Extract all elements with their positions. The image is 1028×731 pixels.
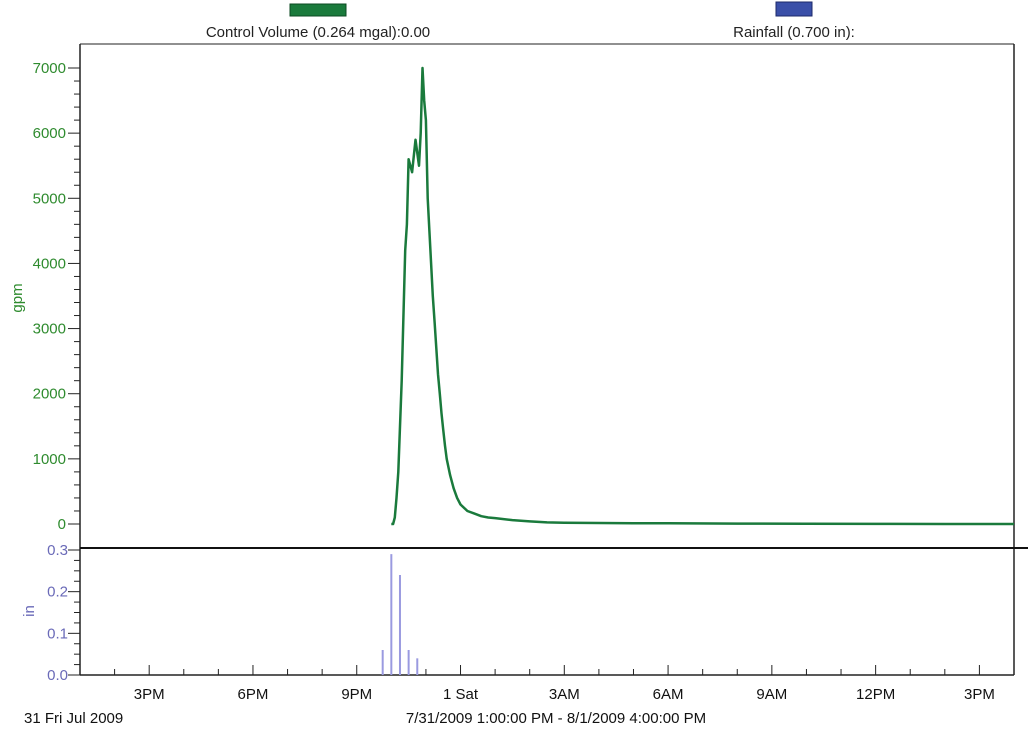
- time-tick-label: 1 Sat: [443, 686, 479, 703]
- start-date-label: 31 Fri Jul 2009: [24, 710, 123, 727]
- rainfall-tick-label: 0.1: [47, 625, 68, 642]
- rainfall-tick-label: 0.3: [47, 542, 68, 559]
- time-tick-label: 3PM: [134, 686, 165, 703]
- legend: Control Volume (0.264 mgal):0.00 Rainfal…: [206, 1, 855, 41]
- y-axis-title-flow: gpm: [9, 283, 26, 312]
- time-tick-label: 12PM: [856, 686, 895, 703]
- flow-tick-label: 6000: [33, 125, 66, 142]
- flow-tick-label: 5000: [33, 190, 66, 207]
- control-volume-flow-line: [391, 66, 1014, 526]
- legend-swatch-rainfall: [775, 1, 813, 17]
- rainfall-y-axis-ticks: 0.0 0.1 0.2 0.3: [47, 542, 80, 684]
- rainfall-tick-label: 0.2: [47, 584, 68, 601]
- rainfall-tick-label: 0.0: [47, 667, 68, 684]
- time-tick-label: 3AM: [549, 686, 580, 703]
- time-tick-label: 9AM: [756, 686, 787, 703]
- time-tick-label: 6AM: [653, 686, 684, 703]
- plot-frame: [79, 43, 1028, 676]
- legend-label-rainfall: Rainfall (0.700 in):: [733, 24, 855, 41]
- flow-tick-label: 0: [58, 516, 66, 533]
- y-axis-title-rainfall: in: [21, 605, 38, 617]
- time-tick-label: 6PM: [238, 686, 269, 703]
- flow-tick-label: 3000: [33, 321, 66, 338]
- time-x-axis-ticks: 3PM 6PM 9PM 1 Sat 3AM 6AM 9AM 12PM 3PM: [79, 665, 1015, 703]
- date-range-label: 7/31/2009 1:00:00 PM - 8/1/2009 4:00:00 …: [406, 710, 706, 727]
- time-tick-label: 3PM: [964, 686, 995, 703]
- flow-tick-label: 2000: [33, 386, 66, 403]
- flow-tick-label: 4000: [33, 255, 66, 272]
- flow-tick-label: 7000: [33, 60, 66, 77]
- legend-swatch-control-volume: [289, 3, 347, 17]
- legend-label-control-volume: Control Volume (0.264 mgal):0.00: [206, 24, 430, 41]
- time-tick-label: 9PM: [341, 686, 372, 703]
- flow-y-axis-ticks: 0 1000 2000 3000 4000 5000 6000 7000: [33, 60, 80, 533]
- rainfall-bars: [381, 554, 419, 675]
- flow-tick-label: 1000: [33, 451, 66, 468]
